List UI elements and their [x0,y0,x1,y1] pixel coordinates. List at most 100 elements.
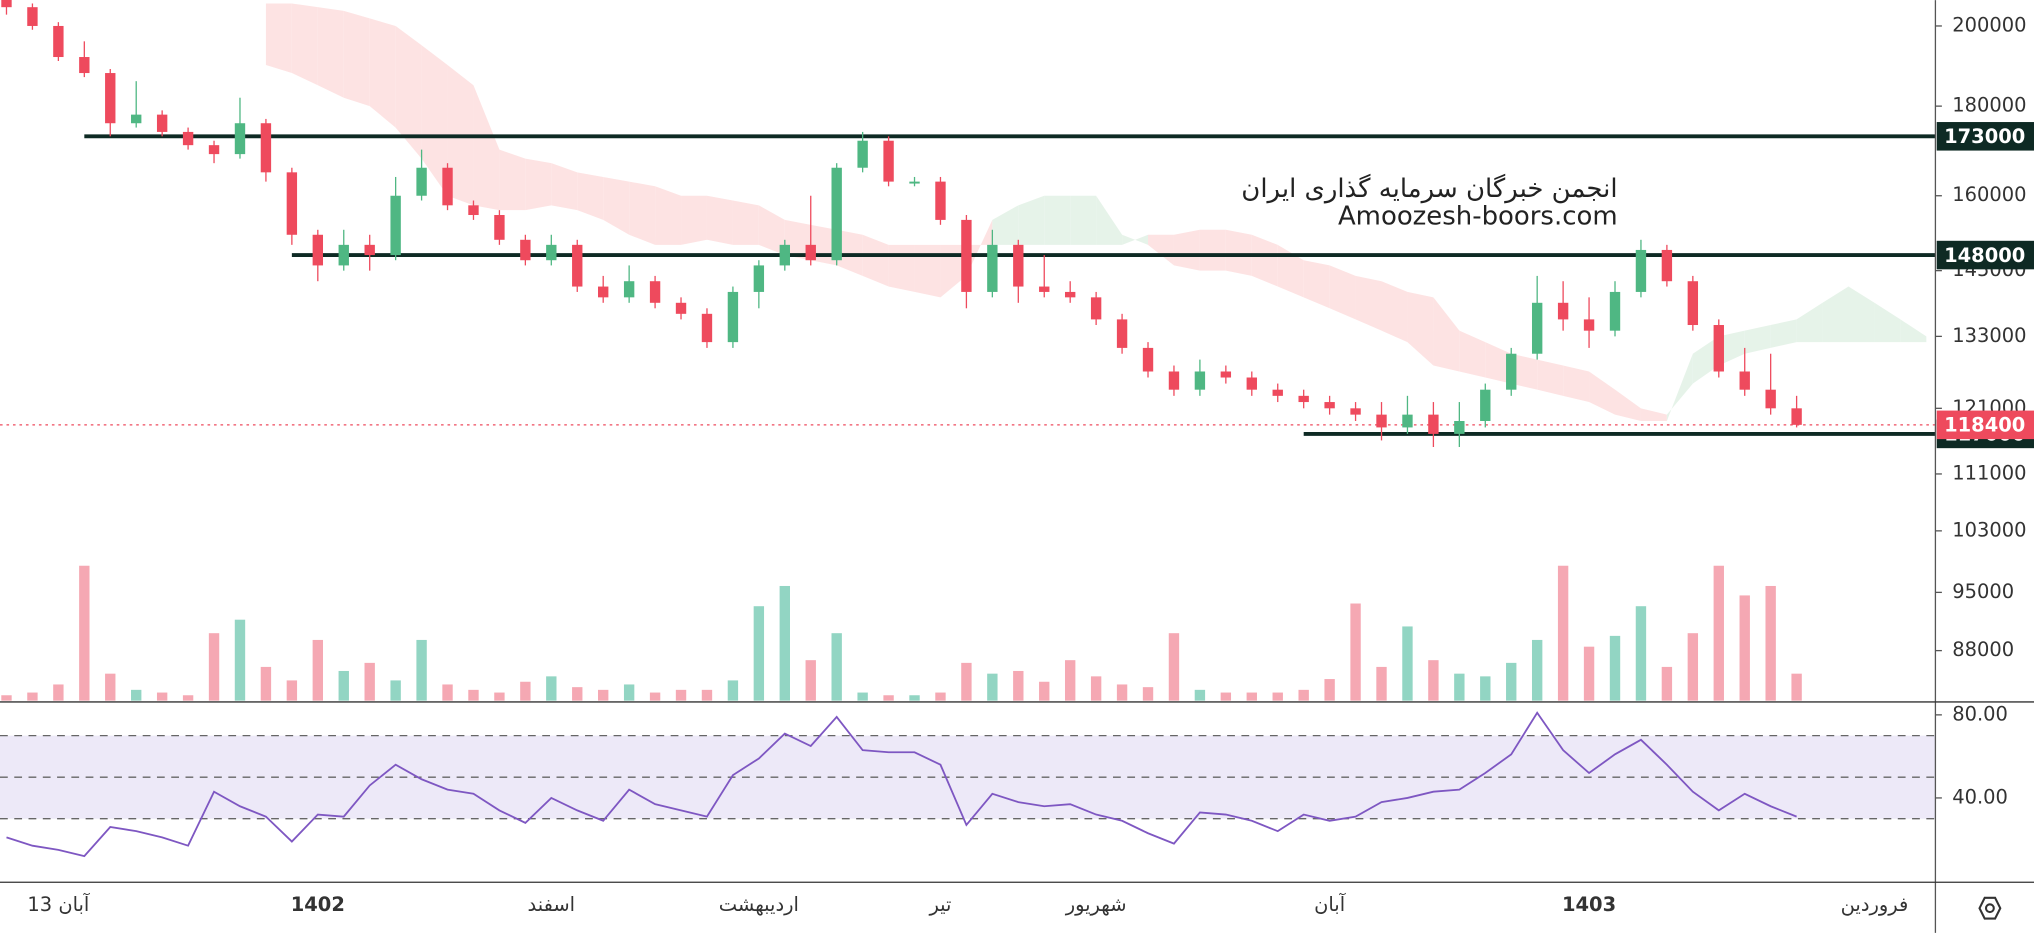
cloud-segment [1874,302,1901,343]
candle-body [1090,297,1102,320]
x-tick-label: 1403 [1562,893,1616,916]
cloud-segment [681,195,707,245]
cloud-segment [1122,234,1149,245]
candle-body [1350,408,1361,415]
cloud-segment [1692,336,1719,384]
price-panel [0,0,1936,448]
cloud-segment [551,163,578,211]
cloud-segment [1381,281,1408,343]
cloud-segment [1407,291,1434,366]
volume-bar [701,689,713,701]
cloud-segment [525,158,552,211]
cloud-segment [473,85,500,211]
volume-bar [182,695,194,701]
x-tick-label: اسفند [528,893,576,916]
cloud-segment [940,244,967,298]
candle-body [53,25,64,58]
cloud-segment [1770,319,1797,348]
candle-body [598,286,609,298]
last-price-label: 118400 [1944,414,2025,437]
cloud-segment [732,200,759,245]
cloud-segment [1744,325,1771,354]
candle-body [727,291,739,343]
volume-bar [1039,681,1050,701]
y-tick-label: 180000 [1952,94,2026,117]
x-tick-label: آبان [1314,892,1347,916]
volume-bar [1713,565,1724,701]
volume-bar [1376,666,1387,701]
cloud-segment [629,181,656,245]
cloud-segment [1640,408,1667,421]
candle-body [1531,302,1543,354]
candle-body [623,281,635,298]
candle-body [390,195,401,256]
cloud-segment [1044,195,1071,245]
rsi-line [6,711,1797,858]
volume-bar [208,633,220,701]
volume-bar [1298,689,1309,701]
cloud-segment [758,205,785,256]
volume-bar [131,689,142,701]
cloud-segment [1563,365,1590,403]
cloud-segment [1329,265,1356,320]
cloud-segment [1900,319,1927,343]
volume-bar [753,606,765,701]
cloud-segment [265,3,292,74]
cloud-segment [784,219,811,261]
volume-bar [649,692,661,701]
cloud-segment [1537,359,1564,396]
candle-body [572,244,583,287]
level-label-box [1936,122,2034,151]
candle-body [961,219,972,292]
candle-body [753,265,765,292]
cloud-segment [1485,342,1512,384]
candle-body [675,302,687,314]
candle-body [987,244,998,292]
cloud-segment [395,25,422,159]
candle-body [1039,286,1050,292]
watermark: Amoozesh-boors.com [1338,201,1618,231]
candle-body [1480,389,1491,421]
volume-bar [1402,626,1413,701]
settings-icon[interactable] [1978,896,2002,920]
volume-bar [442,684,453,701]
candle-body [909,181,920,184]
volume-bar [260,666,272,701]
volume-bar [987,673,998,701]
candle-body [779,244,790,266]
candle-body [1428,414,1439,434]
x-tick-label: 1402 [291,893,345,916]
candle-body [1220,371,1232,378]
cloud-segment [1225,229,1252,276]
volume-bar [805,660,816,701]
cloud-segment [888,244,915,292]
cloud-segment [1615,389,1641,421]
volume-bar [572,687,583,701]
y-tick-label: 160000 [1952,183,2026,206]
candle-body [546,244,557,261]
volume-bar [416,639,427,701]
volume-bar [1454,673,1465,701]
cloud-segment [291,3,318,86]
candle-body [1687,281,1699,326]
candle-body [286,172,298,235]
level-label: 173000 [1944,125,2025,148]
cloud-segment [577,172,604,220]
volume-bar [1531,639,1543,701]
candle-body [1713,325,1724,372]
candle-body [105,73,116,124]
cloud-segment [992,205,1019,245]
candle-body [1583,319,1595,331]
volume-bar [1661,666,1673,701]
y-tick-label: 200000 [1952,13,2026,36]
candle-body [1142,347,1154,372]
volume-bar [1064,660,1076,701]
volume-bar [234,619,246,701]
volume-bar [79,565,90,701]
volume-bar [1246,692,1257,701]
y-tick-label: 95000 [1952,580,2014,603]
volume-bar [1013,670,1024,701]
volume-bar [831,633,842,701]
candle-body [1272,389,1283,396]
cloud-segment [1148,234,1174,266]
